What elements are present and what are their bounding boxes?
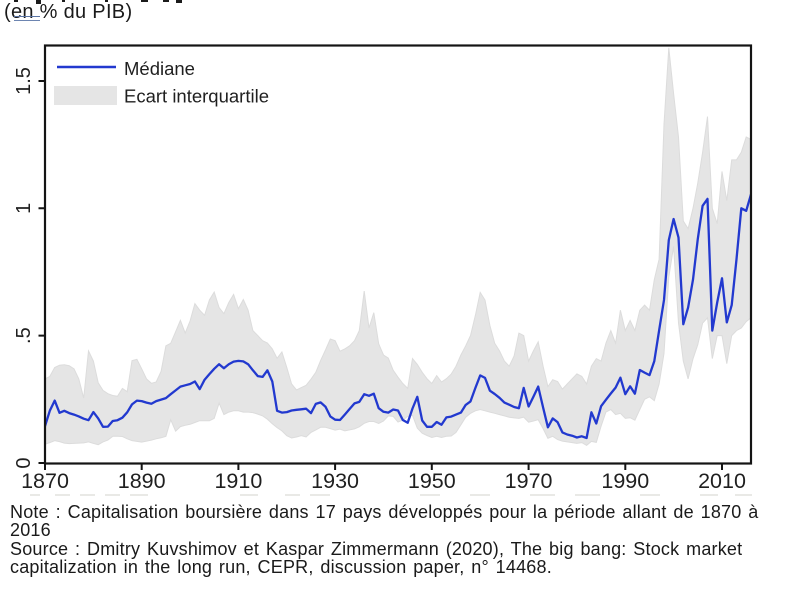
svg-text:1870: 1870 [21, 469, 69, 492]
svg-text:1: 1 [13, 203, 35, 214]
svg-text:1.5: 1.5 [13, 67, 35, 95]
svg-text:1970: 1970 [505, 469, 553, 492]
svg-text:1890: 1890 [118, 469, 166, 492]
svg-text:1990: 1990 [601, 469, 649, 492]
svg-text:1930: 1930 [311, 469, 359, 492]
svg-text:Ecart interquartile: Ecart interquartile [124, 86, 269, 107]
svg-text:.5: .5 [13, 327, 35, 344]
svg-text:0: 0 [13, 457, 35, 468]
svg-text:2010: 2010 [698, 469, 746, 492]
svg-text:1910: 1910 [214, 469, 262, 492]
svg-text:1950: 1950 [408, 469, 456, 492]
svg-text:Médiane: Médiane [124, 58, 195, 79]
